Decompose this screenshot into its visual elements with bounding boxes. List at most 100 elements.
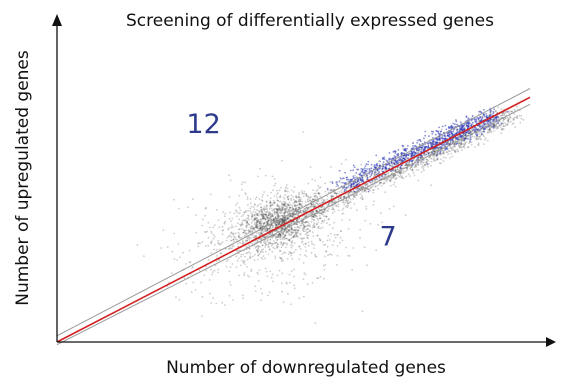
highlighted-band-point [343,188,346,191]
core-cloud-point [326,205,328,208]
core-cloud-point [242,229,245,231]
broad-cloud-point [328,223,331,226]
core-cloud-point [265,218,267,221]
core-cloud-point [279,238,282,241]
broad-cloud-point [330,253,333,256]
core-cloud-point [279,211,281,214]
highlighted-band-point [427,152,430,155]
broad-cloud-point [242,242,244,245]
highlighted-band-point [497,122,500,125]
broad-cloud-point [269,248,271,251]
core-cloud-point [276,208,279,211]
highlighted-band-point [345,187,348,190]
broad-cloud-point [276,246,279,249]
broad-cloud-point [213,269,216,272]
core-cloud-point [277,245,280,248]
broad-cloud-point [324,182,326,185]
broad-cloud-point [205,269,208,272]
broad-cloud-point [241,223,244,225]
core-cloud-point [260,230,263,233]
broad-cloud-point [294,229,296,232]
broad-cloud-point [306,198,309,201]
core-cloud-point [315,210,318,213]
core-cloud-point [271,224,273,226]
core-cloud-point [284,224,287,227]
broad-cloud-point [198,242,201,245]
core-cloud-point [272,225,274,228]
core-cloud-point [278,216,281,218]
highlighted-band-point [448,133,451,136]
core-cloud-point [264,213,267,215]
highlighted-band-point [489,114,491,116]
core-cloud-point [273,195,276,197]
highlighted-band-point [469,131,472,134]
core-cloud-point [263,228,266,230]
core-cloud-point [306,234,308,237]
core-cloud-point [253,218,256,221]
diagonal-tail-point [443,152,446,155]
diagonal-tail-point [343,196,345,198]
highlighted-band-point [482,114,485,116]
core-cloud-point [281,208,283,211]
core-cloud-point [277,205,280,208]
core-cloud-point [245,225,248,227]
diagonal-tail-point [330,197,333,199]
highlighted-band-point [482,122,485,125]
highlighted-band-point [424,130,427,133]
broad-cloud-point [238,274,241,277]
broad-cloud-point [235,204,237,206]
highlighted-band-point [364,165,367,167]
broad-cloud-point [230,236,233,238]
diagonal-tail-point [458,142,461,145]
broad-cloud-point [366,264,368,267]
broad-cloud-point [276,238,279,241]
core-cloud-point [263,205,266,208]
broad-cloud-point [282,242,285,245]
broad-cloud-point [257,209,260,212]
core-cloud-point [266,216,269,219]
core-cloud-point [321,220,324,222]
core-cloud-point [282,219,285,221]
core-cloud-point [246,224,248,227]
broad-cloud-point [277,224,280,226]
core-cloud-point [315,215,318,218]
broad-cloud-point [330,166,332,168]
broad-cloud-point [296,219,298,222]
core-cloud-point [264,236,267,239]
highlighted-band-point [419,139,422,141]
core-cloud-point [277,208,280,211]
core-cloud-point [299,210,302,213]
core-cloud-point [281,219,283,222]
broad-cloud-point [305,249,308,252]
highlighted-band-point [358,181,361,184]
core-cloud-point [281,237,284,240]
core-cloud-point [290,222,293,225]
core-cloud-point [313,219,316,222]
broad-cloud-point [183,277,186,280]
core-cloud-point [256,213,259,216]
core-cloud-point [310,220,313,223]
core-cloud-point [274,242,277,245]
core-cloud-point [261,258,264,260]
broad-cloud-point [314,179,316,182]
broad-cloud-point [200,281,203,284]
core-cloud-point [295,220,298,222]
broad-cloud-point [229,284,232,286]
diagonal-tail-point [434,150,436,152]
diagonal-tail-point [318,202,321,205]
core-cloud-point [286,196,289,198]
core-cloud-point [280,226,283,229]
broad-cloud-point [364,219,367,222]
broad-cloud-point [228,294,231,297]
core-cloud-point [285,186,288,188]
core-cloud-point [253,219,256,221]
core-cloud-point [277,204,279,207]
core-cloud-point [271,203,273,206]
highlighted-band-point [423,147,426,150]
diagonal-tail-point [344,205,347,208]
core-cloud-point [279,250,282,253]
highlighted-band-point [465,116,468,119]
diagonal-tail-point [460,143,463,146]
core-cloud-point [314,198,317,201]
broad-cloud-point [311,226,314,229]
